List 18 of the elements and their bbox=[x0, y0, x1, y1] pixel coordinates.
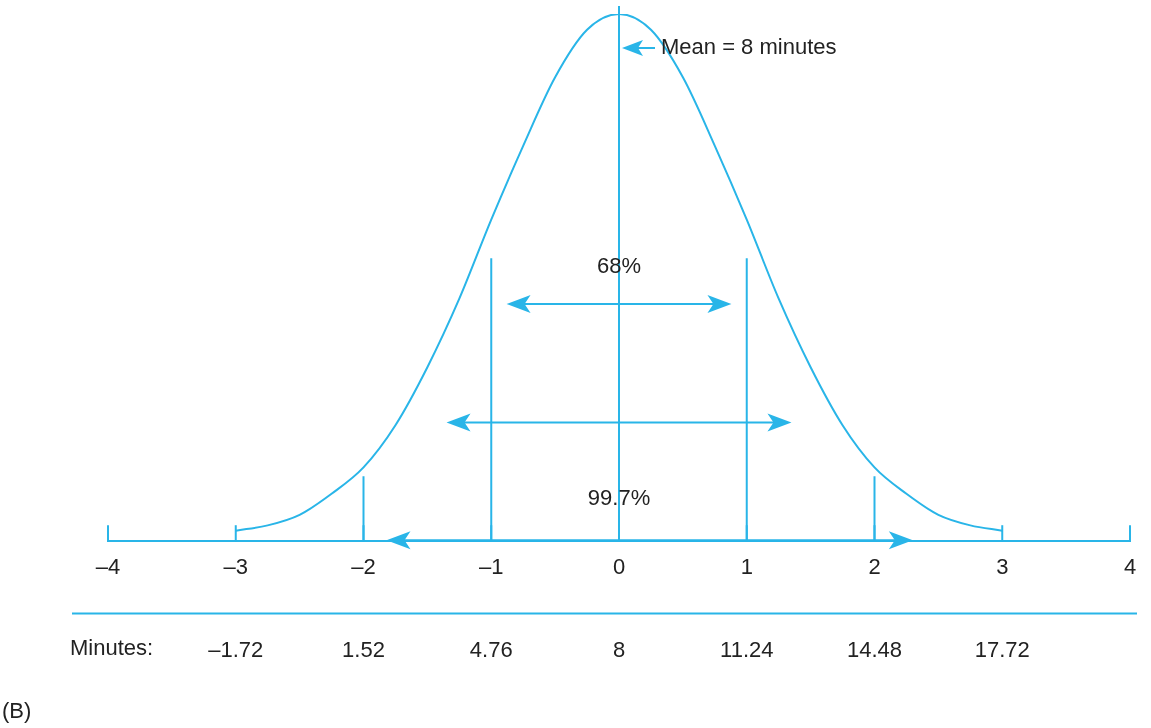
x2-tick-label: 1.52 bbox=[342, 636, 385, 662]
x-tick-label: –2 bbox=[351, 554, 376, 580]
x-tick-label: –3 bbox=[223, 554, 248, 580]
x-tick-label: 1 bbox=[740, 554, 753, 580]
x-tick-label: –4 bbox=[95, 554, 121, 580]
x2-tick-label: 14.48 bbox=[846, 636, 903, 662]
x2-tick-label: 4.76 bbox=[469, 636, 513, 662]
x2-tick-label: 17.72 bbox=[974, 636, 1030, 662]
x-tick-label: 2 bbox=[868, 554, 881, 580]
x-tick-label: 3 bbox=[996, 554, 1009, 580]
x-tick-label: 0 bbox=[612, 554, 626, 580]
text: (B) bbox=[2, 698, 32, 724]
x-tick-label: 4 bbox=[1123, 554, 1137, 580]
x2-axis-title: Minutes: bbox=[70, 634, 154, 660]
x2-tick-label: –1.72 bbox=[208, 636, 264, 662]
x2-tick-label: 8 bbox=[612, 636, 626, 662]
x2-tick-label: 11.24 bbox=[720, 636, 774, 662]
x-tick-label: –1 bbox=[479, 554, 504, 580]
